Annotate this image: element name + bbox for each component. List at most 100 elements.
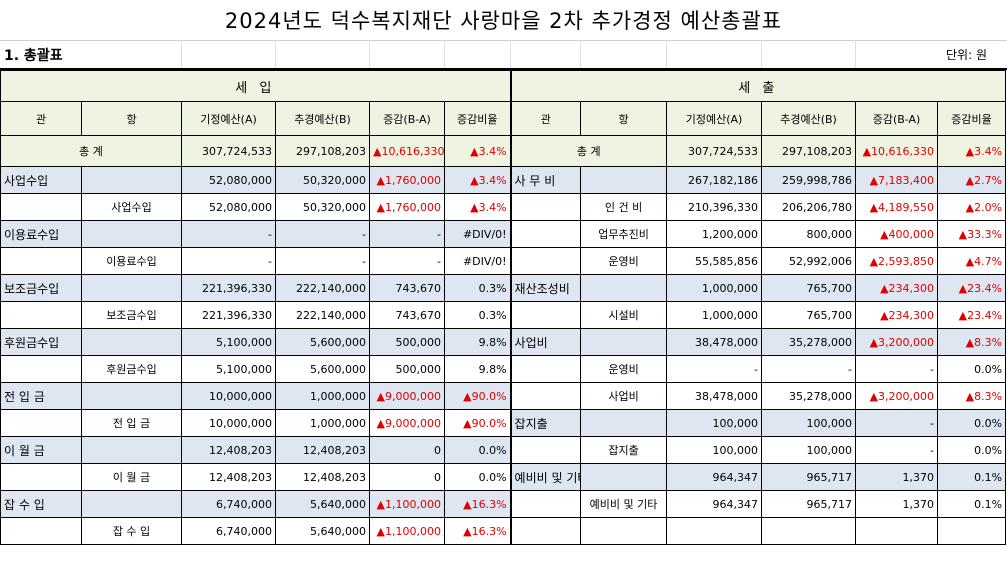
expense-rate-cell: ▲23.4%	[937, 301, 1007, 329]
income-rate-cell: 0.3%	[443, 301, 512, 329]
expense-gwan-cell: 잡지출	[509, 409, 582, 437]
expense-a-cell: 55,585,856	[666, 247, 763, 275]
income-gwan-cell	[0, 463, 82, 491]
expense-gwan-cell: 사 무 비	[509, 166, 582, 194]
income-diff-cell: ▲1,100,000	[369, 490, 445, 518]
expense-a-cell: -	[666, 355, 763, 383]
income-diff-cell: 743,670	[369, 301, 445, 329]
expense-rate-cell: 0.0%	[937, 409, 1007, 437]
income-a-cell: 5,100,000	[181, 328, 276, 356]
grid-line	[369, 40, 370, 68]
expense-diff-cell: ▲400,000	[855, 220, 939, 248]
table-row: 이 월 금 12,408,203 12,408,203 0 0.0% 잡지출 100,000…	[0, 436, 1007, 464]
grid-line	[855, 40, 856, 68]
expense-hang-cell: 잡지출	[580, 436, 668, 464]
expense-a-cell: 964,347	[666, 463, 763, 491]
income-b-cell: 5,600,000	[275, 355, 370, 383]
header-row-columns: 관 항 기정예산(A) 추경예산(B) 증감(B-A) 증감비율 관 항 기정예…	[0, 101, 1007, 136]
grid-line	[580, 40, 581, 68]
table-row: 보조금수입 221,396,330 222,140,000 743,670 0.3% 시설…	[0, 301, 1007, 329]
grid-line	[666, 40, 667, 68]
expense-hang-cell	[580, 409, 668, 437]
table-row: 잡 수 입 6,740,000 5,640,000 ▲1,100,000 ▲16.3%	[0, 517, 1007, 545]
expense-a-cell: 1,000,000	[666, 274, 763, 302]
income-rate-cell: ▲3.4%	[443, 193, 512, 221]
col-hang: 항	[81, 101, 182, 136]
income-rate-cell: 9.8%	[443, 355, 512, 383]
expense-diff-cell: -	[855, 436, 939, 464]
income-a-cell: 5,100,000	[181, 355, 276, 383]
income-diff-cell: ▲1,760,000	[369, 166, 445, 194]
income-b-cell: 5,600,000	[275, 328, 370, 356]
expense-b-cell: 259,998,786	[761, 166, 857, 194]
income-a-cell: 10,000,000	[181, 409, 276, 437]
page-title: 2024년도 덕수복지재단 사랑마을 2차 추가경정 예산총괄표	[0, 0, 1007, 41]
total-expense-diff: ▲10,616,330	[855, 135, 939, 167]
income-header: 세 입	[0, 70, 512, 102]
expense-hang-cell: 업무추진비	[580, 220, 668, 248]
col-diff: 증감(B-A)	[369, 101, 445, 136]
income-gwan-cell: 보조금수입	[0, 274, 82, 302]
expense-gwan-cell: 사업비	[509, 328, 582, 356]
income-hang-cell: 후원금수입	[81, 355, 182, 383]
total-expense-a: 307,724,533	[666, 135, 763, 167]
total-expense-b: 297,108,203	[761, 135, 857, 167]
income-a-cell: 10,000,000	[181, 382, 276, 410]
expense-rate-cell: ▲8.3%	[937, 382, 1007, 410]
income-gwan-cell: 이용료수입	[0, 220, 82, 248]
expense-b-cell: 35,278,000	[761, 382, 857, 410]
income-diff-cell: ▲9,000,000	[369, 382, 445, 410]
expense-b-cell	[761, 517, 857, 545]
expense-hang-cell	[580, 517, 668, 545]
income-hang-cell: 잡 수 입	[81, 517, 182, 545]
income-b-cell: 1,000,000	[275, 382, 370, 410]
expense-a-cell: 38,478,000	[666, 382, 763, 410]
expense-b-cell: 35,278,000	[761, 328, 857, 356]
income-b-cell: 5,640,000	[275, 517, 370, 545]
expense-b-cell: 965,717	[761, 463, 857, 491]
budget-table: 세 입 세 출 관 항 기정예산(A) 추경예산(B) 증감(B-A) 증감비율…	[0, 70, 1007, 545]
expense-b-cell: -	[761, 355, 857, 383]
income-b-cell: 5,640,000	[275, 490, 370, 518]
income-gwan-cell: 이 월 금	[0, 436, 82, 464]
income-b-cell: 12,408,203	[275, 463, 370, 491]
expense-rate-cell: ▲4.7%	[937, 247, 1007, 275]
expense-gwan-cell	[509, 301, 582, 329]
subheader-row: 1. 총괄표 단위: 원	[0, 40, 1007, 70]
expense-b-cell: 52,992,006	[761, 247, 857, 275]
income-rate-cell: ▲16.3%	[443, 517, 512, 545]
grid-line	[444, 40, 445, 68]
income-hang-cell	[81, 274, 182, 302]
expense-rate-cell: ▲8.3%	[937, 328, 1007, 356]
unit-label: 단위: 원	[946, 48, 987, 62]
income-diff-cell: ▲1,100,000	[369, 517, 445, 545]
income-hang-cell: 보조금수입	[81, 301, 182, 329]
income-a-cell: -	[181, 220, 276, 248]
expense-hang-cell: 사업비	[580, 382, 668, 410]
expense-b-cell: 765,700	[761, 274, 857, 302]
table-row: 사업수입 52,080,000 50,320,000 ▲1,760,000 ▲3.4% 인…	[0, 193, 1007, 221]
total-income-rate: ▲3.4%	[443, 135, 512, 167]
income-gwan-cell	[0, 247, 82, 275]
income-gwan-cell	[0, 193, 82, 221]
expense-rate-cell: ▲23.4%	[937, 274, 1007, 302]
income-diff-cell: 500,000	[369, 328, 445, 356]
col-gwan: 관	[509, 101, 582, 136]
income-a-cell: 12,408,203	[181, 463, 276, 491]
income-diff-cell: ▲9,000,000	[369, 409, 445, 437]
income-gwan-cell	[0, 517, 82, 545]
grid-line	[181, 40, 182, 68]
expense-diff-cell: 1,370	[855, 463, 939, 491]
total-income-b: 297,108,203	[275, 135, 370, 167]
income-hang-cell	[81, 220, 182, 248]
income-hang-cell	[81, 382, 182, 410]
expense-a-cell: 1,000,000	[666, 301, 763, 329]
expense-diff-cell: -	[855, 355, 939, 383]
income-hang-cell	[81, 166, 182, 194]
expense-rate-cell: ▲33.3%	[937, 220, 1007, 248]
expense-b-cell: 965,717	[761, 490, 857, 518]
table-row: 이용료수입 - - - #DIV/0! 운영비 55,585,856 52,992,006 ▲2…	[0, 247, 1007, 275]
expense-rate-cell: 0.0%	[937, 355, 1007, 383]
expense-diff-cell	[855, 517, 939, 545]
income-diff-cell: -	[369, 247, 445, 275]
